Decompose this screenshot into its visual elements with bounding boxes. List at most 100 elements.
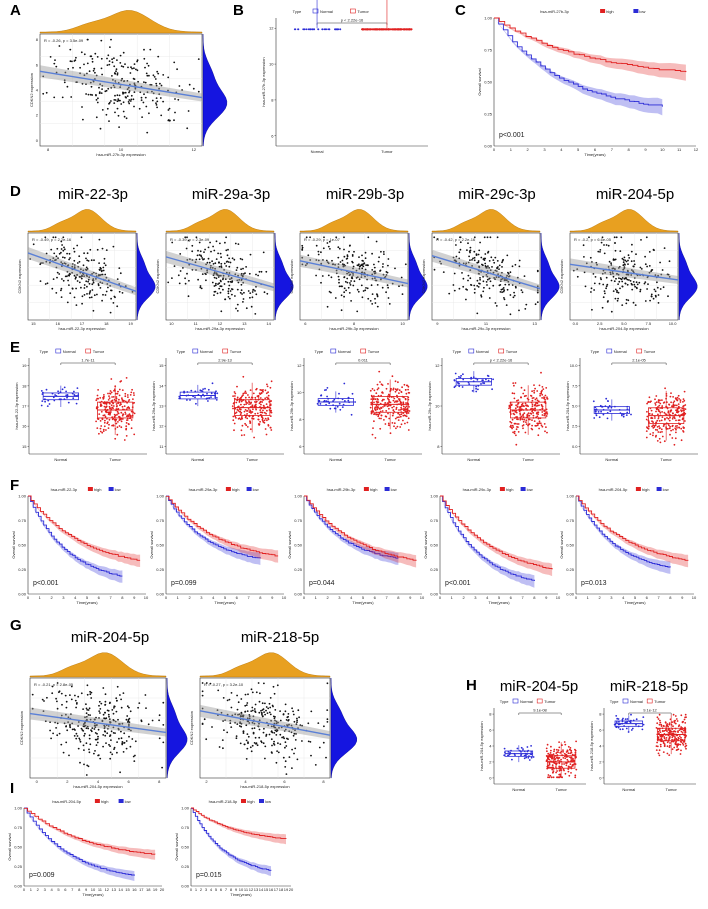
data-point [258, 711, 261, 714]
data-point [248, 272, 251, 275]
point-normal [347, 396, 350, 399]
data-point [356, 288, 359, 291]
data-point [75, 732, 78, 735]
point-tumor [249, 428, 252, 431]
data-point [107, 725, 110, 727]
data-point [398, 285, 400, 288]
data-point [224, 719, 227, 721]
point-tumor [512, 382, 515, 384]
data-point [296, 758, 299, 761]
data-point [212, 245, 215, 248]
stat-annotation: 1.7e-11 [81, 358, 95, 363]
data-point [187, 295, 190, 298]
point-tumor [514, 422, 517, 425]
data-point [593, 289, 595, 291]
point-tumor [541, 397, 543, 399]
data-point [44, 283, 47, 285]
data-point [129, 745, 132, 748]
box-panel-H2: Type Normal Tumor9.1e-1202468hsa-miR-218-5… [589, 678, 696, 792]
data-point [210, 250, 212, 253]
data-point [404, 263, 407, 266]
point-tumor [371, 433, 374, 436]
ci-band-low [576, 496, 671, 574]
point-tumor [656, 745, 659, 748]
data-point [63, 79, 66, 82]
data-point [228, 698, 231, 701]
point-tumor [667, 739, 670, 742]
data-point [470, 284, 473, 286]
point-tumor [251, 417, 254, 420]
point-normal [454, 385, 457, 387]
data-point [104, 717, 107, 720]
km-curve-low [440, 495, 535, 581]
data-point [369, 300, 372, 302]
point-tumor [670, 392, 672, 394]
x-tick-label: 2 [462, 595, 465, 600]
point-tumor [666, 417, 668, 419]
data-point [334, 297, 337, 299]
data-point [338, 247, 341, 250]
data-point [508, 275, 511, 277]
point-tumor [110, 391, 113, 394]
data-point [400, 276, 403, 279]
data-point [105, 290, 108, 293]
data-point [276, 750, 278, 752]
point-tumor [541, 425, 544, 428]
point-tumor [385, 28, 388, 31]
data-point [116, 305, 119, 308]
point-tumor [561, 754, 564, 757]
point-tumor [659, 721, 662, 724]
point-tumor [388, 407, 390, 410]
legend-title: Type [610, 699, 619, 704]
point-tumor [684, 412, 687, 415]
stat-annotation: R = -0.39, p = 2.3e-09 [170, 237, 210, 242]
data-point [123, 732, 126, 735]
stat-bracket [473, 362, 529, 365]
x-tick-label: 4 [350, 595, 353, 600]
density-side [678, 232, 698, 321]
x-tick-label: 7 [71, 887, 74, 892]
legend-swatch-tumor [360, 348, 367, 354]
data-point [499, 284, 502, 286]
x-tick-label: 16 [269, 887, 274, 892]
x-tick-label: 18 [104, 321, 109, 326]
x-tick-label: 10 [144, 595, 149, 600]
point-normal [527, 756, 530, 759]
data-point [650, 293, 653, 296]
data-point [467, 261, 470, 264]
y-tick-label: 1.00 [18, 494, 27, 499]
point-normal [507, 754, 509, 757]
data-point [54, 236, 57, 239]
point-tumor [371, 388, 374, 390]
data-point [90, 697, 93, 699]
x-tick-label: 1 [510, 147, 513, 152]
data-point [484, 253, 487, 255]
point-tumor [675, 419, 677, 422]
point-tumor [677, 394, 680, 397]
point-tumor [370, 411, 373, 413]
data-point [222, 288, 224, 291]
point-tumor [560, 750, 563, 753]
point-tumor [259, 420, 261, 423]
km-curve-low [304, 495, 399, 559]
point-normal [630, 413, 632, 416]
data-point [505, 304, 508, 306]
point-tumor [661, 407, 663, 409]
data-point [309, 741, 312, 743]
point-tumor [521, 425, 524, 427]
data-point [479, 277, 481, 279]
data-point [241, 715, 244, 718]
data-point [634, 285, 636, 288]
x-tick-label: 10 [692, 595, 697, 600]
data-point [224, 278, 227, 280]
point-tumor [684, 742, 687, 745]
data-point [201, 257, 204, 259]
point-normal [477, 385, 480, 387]
x-tick-label: 10 [119, 147, 124, 152]
point-tumor [662, 740, 664, 743]
point-tumor [509, 406, 512, 408]
data-point [387, 258, 390, 260]
data-point [186, 259, 189, 261]
point-tumor [679, 753, 682, 755]
data-point [343, 236, 345, 239]
